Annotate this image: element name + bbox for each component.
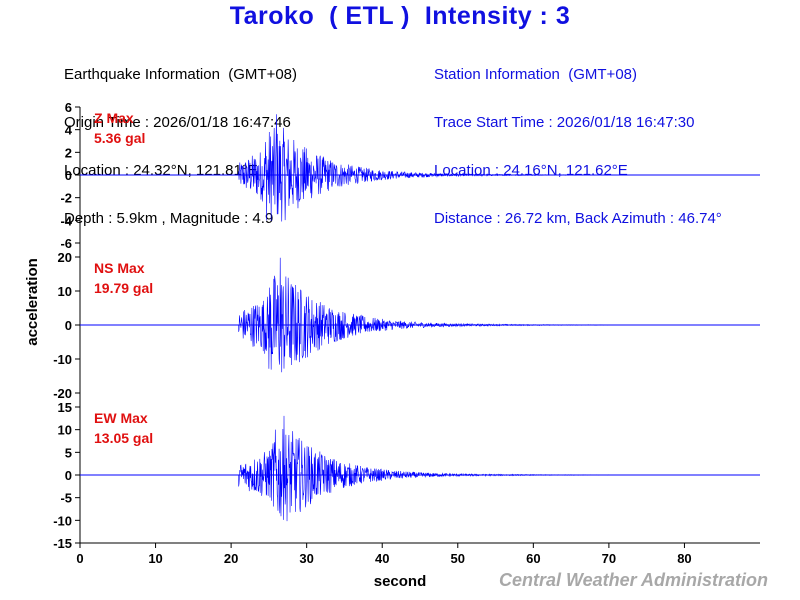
earthquake-info-heading: Earthquake Information (GMT+08) <box>64 66 298 83</box>
y-axis-title: acceleration <box>24 258 41 346</box>
max-value-ew: 13.05 gal <box>94 430 153 446</box>
y-tick-label-z: 6 <box>65 100 72 115</box>
x-tick-label: 60 <box>526 551 540 566</box>
y-tick-label-ns: -20 <box>53 386 72 401</box>
y-tick-label-ns: 10 <box>58 284 72 299</box>
x-tick-label: 0 <box>76 551 83 566</box>
y-tick-label-ew: 5 <box>65 445 72 460</box>
y-tick-label-z: 2 <box>65 145 72 160</box>
y-tick-label-ns: 20 <box>58 250 72 265</box>
x-tick-label: 30 <box>299 551 313 566</box>
x-tick-label: 70 <box>602 551 616 566</box>
waveform-ns <box>238 257 609 373</box>
y-tick-label-ew: 0 <box>65 468 72 483</box>
max-value-ns: 19.79 gal <box>94 280 153 296</box>
x-tick-label: 50 <box>451 551 465 566</box>
depth-magnitude: Depth : 5.9km , Magnitude : 4.9 <box>64 210 274 227</box>
max-value-z: 5.36 gal <box>94 130 145 146</box>
y-tick-label-z: 0 <box>65 168 72 183</box>
earthquake-info: Earthquake Information (GMT+08) Origin T… <box>64 35 297 243</box>
x-axis-title: second <box>374 573 427 590</box>
waveform-z <box>238 114 610 222</box>
max-label-ns: NS Max <box>94 260 145 276</box>
waveform-ew <box>238 415 610 522</box>
y-tick-label-z: -4 <box>60 213 72 228</box>
station-info-heading: Station Information (GMT+08) <box>434 66 637 83</box>
y-tick-label-ew: 10 <box>58 423 72 438</box>
y-tick-label-ns: -10 <box>53 352 72 367</box>
y-tick-label-z: -6 <box>60 236 72 251</box>
trace-start-time: Trace Start Time : 2026/01/18 16:47:30 <box>434 114 695 131</box>
y-tick-label-ew: -10 <box>53 513 72 528</box>
x-tick-label: 80 <box>677 551 691 566</box>
x-tick-label: 10 <box>148 551 162 566</box>
y-tick-label-ew: -5 <box>60 491 72 506</box>
max-label-z: Z Max <box>94 110 134 126</box>
x-tick-label: 20 <box>224 551 238 566</box>
y-tick-label-z: -2 <box>60 191 72 206</box>
x-tick-label: 40 <box>375 551 389 566</box>
max-label-ew: EW Max <box>94 410 148 426</box>
y-tick-label-ew: 15 <box>58 400 72 415</box>
credit-text: Central Weather Administration <box>498 570 768 590</box>
chart-title: Taroko ( ETL ) Intensity : 3 <box>229 2 571 30</box>
distance-azimuth: Distance : 26.72 km, Back Azimuth : 46.7… <box>434 210 722 227</box>
y-tick-label-ns: 0 <box>65 318 72 333</box>
y-tick-label-z: 4 <box>65 123 73 138</box>
y-tick-label-ew: -15 <box>53 536 72 551</box>
